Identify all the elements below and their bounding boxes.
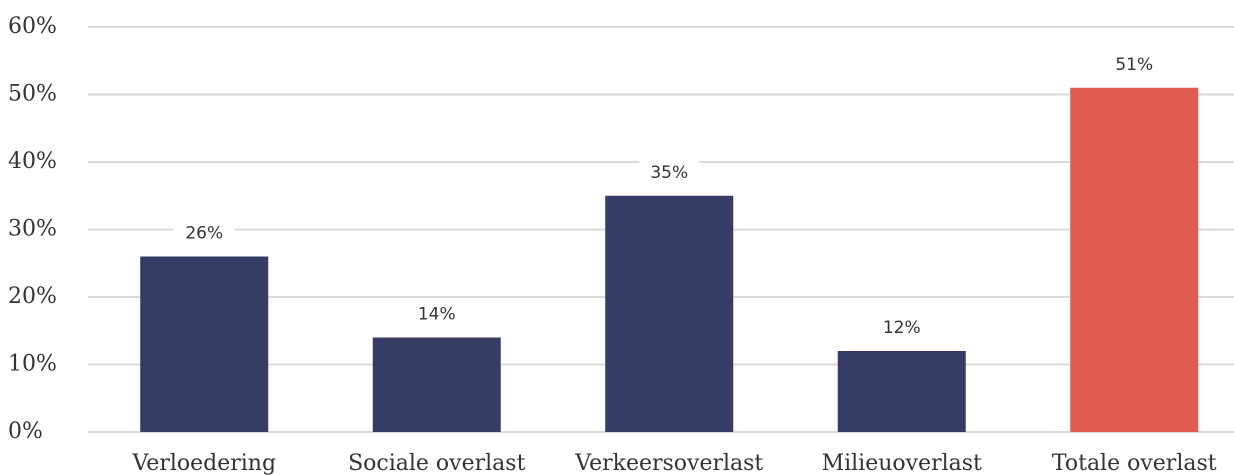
value-label-bg: [1104, 51, 1165, 78]
value-label: 26%: [185, 224, 223, 244]
y-tick-label: 10%: [8, 352, 57, 377]
y-tick-label: 30%: [8, 217, 57, 242]
y-tick-label: 20%: [8, 284, 57, 309]
value-label-bg: [406, 301, 467, 328]
x-tick-label: Milieuoverlast: [822, 451, 982, 475]
bar: [1070, 87, 1199, 432]
x-tick-label: Sociale overlast: [348, 451, 525, 475]
y-tick-label: 50%: [8, 82, 57, 107]
x-tick-label: Verkeersoverlast: [574, 451, 763, 475]
value-label: 12%: [883, 318, 921, 338]
y-tick-label: 40%: [8, 149, 57, 174]
bar: [605, 195, 734, 432]
y-tick-label: 0%: [8, 419, 43, 444]
value-label: 14%: [418, 305, 456, 325]
bar: [140, 256, 269, 432]
value-label-bg: [871, 315, 932, 341]
value-label-bg: [639, 159, 700, 186]
y-tick-label: 60%: [8, 14, 57, 39]
x-tick-label: Totale overlast: [1052, 451, 1217, 475]
bar: [837, 351, 966, 432]
value-label: 51%: [1115, 55, 1153, 75]
value-label-bg: [174, 220, 235, 247]
bar: [372, 337, 501, 432]
x-tick-label: Verloedering: [131, 451, 276, 475]
value-label: 35%: [650, 163, 688, 183]
